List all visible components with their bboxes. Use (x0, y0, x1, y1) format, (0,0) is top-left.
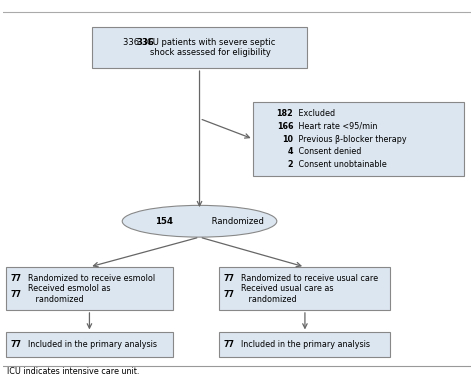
Text: 77: 77 (10, 340, 21, 349)
Ellipse shape (122, 205, 277, 237)
Text: 154: 154 (155, 217, 173, 226)
FancyBboxPatch shape (6, 267, 173, 310)
Text: Randomized to receive esmolol: Randomized to receive esmolol (23, 274, 155, 282)
Text: Consent unobtainable: Consent unobtainable (296, 160, 386, 169)
FancyBboxPatch shape (92, 27, 307, 68)
Text: 4: 4 (288, 147, 293, 156)
Text: 77: 77 (10, 274, 21, 282)
FancyBboxPatch shape (254, 102, 464, 176)
Text: Randomized: Randomized (209, 217, 264, 226)
Text: Excluded: Excluded (296, 109, 335, 118)
Text: 77: 77 (223, 274, 235, 282)
Text: 2: 2 (288, 160, 293, 169)
Text: Previous β-blocker therapy: Previous β-blocker therapy (296, 135, 406, 144)
Text: Randomized to receive usual care: Randomized to receive usual care (237, 274, 378, 282)
Text: 166: 166 (277, 122, 293, 131)
Text: Received usual care as
     randomized: Received usual care as randomized (237, 284, 334, 304)
Text: Heart rate <95/min: Heart rate <95/min (296, 122, 377, 131)
Text: 77: 77 (223, 290, 235, 299)
Text: Included in the primary analysis: Included in the primary analysis (23, 340, 157, 349)
Text: 77: 77 (223, 340, 235, 349)
Text: 336: 336 (137, 38, 155, 47)
Text: 182: 182 (276, 109, 293, 118)
Text: ICU indicates intensive care unit.: ICU indicates intensive care unit. (8, 367, 140, 376)
FancyBboxPatch shape (219, 267, 391, 310)
Text: Included in the primary analysis: Included in the primary analysis (237, 340, 370, 349)
FancyBboxPatch shape (6, 332, 173, 356)
Text: 10: 10 (282, 135, 293, 144)
FancyBboxPatch shape (219, 332, 391, 356)
Text: Consent denied: Consent denied (296, 147, 361, 156)
Text: Received esmolol as
     randomized: Received esmolol as randomized (23, 284, 110, 304)
Text: 77: 77 (10, 290, 21, 299)
Text: 336  ICU patients with severe septic
        shock assessed for eligibility: 336 ICU patients with severe septic shoc… (123, 38, 276, 57)
